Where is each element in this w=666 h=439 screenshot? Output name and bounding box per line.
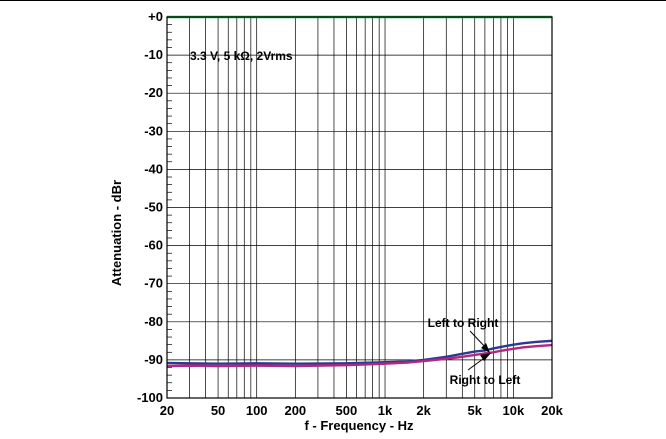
condition-annotation: 3.3 V, 5 kΩ, 2Vrms — [190, 49, 293, 63]
x-tick-label: 50 — [211, 403, 225, 418]
y-tick-label: -10 — [144, 47, 163, 62]
left-to-right-annotation: Left to Right — [428, 316, 499, 330]
y-tick-label: -90 — [144, 352, 163, 367]
y-tick-label: -70 — [144, 276, 163, 291]
x-tick-label: 500 — [336, 403, 358, 418]
series-line-right-to-left — [166, 343, 553, 368]
x-axis-label: f - Frequency - Hz — [304, 418, 414, 433]
grid — [167, 17, 552, 398]
right-to-left-annotation: Right to Left — [450, 373, 521, 387]
x-tick-label: 1k — [378, 403, 393, 418]
x-tick-label: 100 — [246, 403, 268, 418]
y-tick-label: -80 — [144, 314, 163, 329]
y-tick-label: -50 — [144, 200, 163, 215]
y-tick-label: -100 — [137, 390, 163, 405]
x-tick-label: 200 — [284, 403, 306, 418]
series-layer — [166, 15, 553, 368]
plot-frame — [166, 16, 553, 399]
right-to-left-arrowhead — [480, 353, 491, 361]
x-tick-label: 10k — [503, 403, 525, 418]
y-tick-label: -40 — [144, 161, 163, 176]
x-tick-label: 2k — [416, 403, 431, 418]
y-tick-label: -30 — [144, 123, 163, 138]
left-to-right-arrowhead — [481, 343, 490, 353]
y-tick-labels: +0 -10 -20 -30 -40 -50 -60 -70 -80 -90 -100 — [137, 9, 163, 405]
y-tick-label: -20 — [144, 85, 163, 100]
x-tick-label: 5k — [468, 403, 483, 418]
y-tick-label: -60 — [144, 238, 163, 253]
y-axis-label: Attenuation - dBr — [109, 180, 124, 286]
x-tick-labels: 20 50 100 200 500 1k 2k 5k 10k 20k — [160, 403, 564, 418]
x-tick-label: 20k — [541, 403, 563, 418]
x-tick-label: 20 — [160, 403, 174, 418]
series-line-left-to-right — [166, 339, 553, 365]
top-rule — [0, 0, 666, 1]
y-tick-label: +0 — [148, 9, 163, 24]
